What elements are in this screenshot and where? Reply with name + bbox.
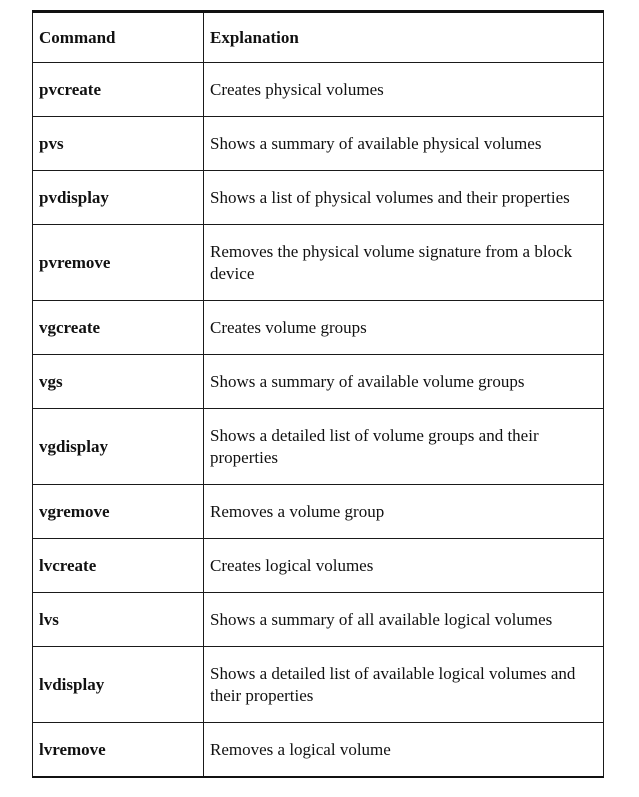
explanation-cell: Removes a volume group	[203, 484, 604, 539]
table-row: pvdisplay Shows a list of physical volum…	[32, 170, 604, 225]
table-row: vgremove Removes a volume group	[32, 484, 604, 539]
explanation-cell: Shows a summary of all available logical…	[203, 592, 604, 647]
explanation-cell: Shows a summary of available physical vo…	[203, 116, 604, 171]
table-row: pvremove Removes the physical volume sig…	[32, 224, 604, 301]
lvm-commands-table-container: Command Explanation pvcreate Creates phy…	[32, 10, 604, 778]
table-row: lvcreate Creates logical volumes	[32, 538, 604, 593]
explanation-cell: Removes a logical volume	[203, 722, 604, 778]
table-row: vgdisplay Shows a detailed list of volum…	[32, 408, 604, 485]
explanation-cell: Shows a summary of available volume grou…	[203, 354, 604, 409]
table-row: vgs Shows a summary of available volume …	[32, 354, 604, 409]
table-row: vgcreate Creates volume groups	[32, 300, 604, 355]
column-header-explanation: Explanation	[203, 11, 604, 63]
command-cell: pvremove	[32, 224, 204, 301]
command-cell: lvs	[32, 592, 204, 647]
command-cell: vgremove	[32, 484, 204, 539]
table-row: lvremove Removes a logical volume	[32, 722, 604, 778]
explanation-cell: Removes the physical volume signature fr…	[203, 224, 604, 301]
table-row: lvdisplay Shows a detailed list of avail…	[32, 646, 604, 723]
explanation-cell: Shows a list of physical volumes and the…	[203, 170, 604, 225]
table-header-row: Command Explanation	[32, 11, 604, 63]
explanation-cell: Shows a detailed list of volume groups a…	[203, 408, 604, 485]
command-cell: lvcreate	[32, 538, 204, 593]
table-row: lvs Shows a summary of all available log…	[32, 592, 604, 647]
explanation-cell: Creates physical volumes	[203, 62, 604, 117]
command-cell: lvdisplay	[32, 646, 204, 723]
explanation-cell: Shows a detailed list of available logic…	[203, 646, 604, 723]
command-cell: pvdisplay	[32, 170, 204, 225]
command-cell: vgcreate	[32, 300, 204, 355]
command-cell: vgdisplay	[32, 408, 204, 485]
table-row: pvs Shows a summary of available physica…	[32, 116, 604, 171]
table-row: pvcreate Creates physical volumes	[32, 62, 604, 117]
explanation-cell: Creates volume groups	[203, 300, 604, 355]
lvm-commands-table: Command Explanation pvcreate Creates phy…	[32, 10, 604, 778]
command-cell: pvcreate	[32, 62, 204, 117]
command-cell: vgs	[32, 354, 204, 409]
command-cell: lvremove	[32, 722, 204, 778]
column-header-command: Command	[32, 11, 204, 63]
explanation-cell: Creates logical volumes	[203, 538, 604, 593]
command-cell: pvs	[32, 116, 204, 171]
